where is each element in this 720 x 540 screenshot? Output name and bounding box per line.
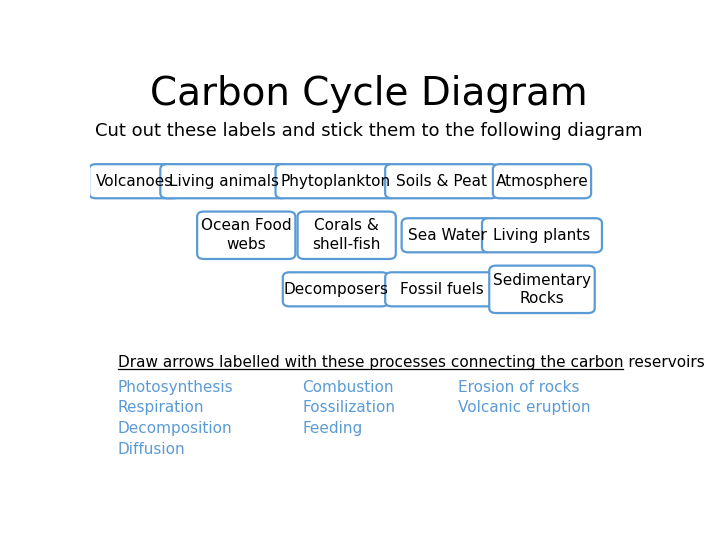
Text: Atmosphere: Atmosphere xyxy=(495,174,588,188)
FancyBboxPatch shape xyxy=(482,218,602,252)
Text: Ocean Food
webs: Ocean Food webs xyxy=(201,219,292,252)
FancyBboxPatch shape xyxy=(493,164,591,198)
Text: Fossilization: Fossilization xyxy=(302,400,395,415)
FancyBboxPatch shape xyxy=(297,212,396,259)
Text: Fossil fuels: Fossil fuels xyxy=(400,282,483,297)
Text: Soils & Peat: Soils & Peat xyxy=(396,174,487,188)
Text: Cut out these labels and stick them to the following diagram: Cut out these labels and stick them to t… xyxy=(95,123,643,140)
FancyBboxPatch shape xyxy=(161,164,287,198)
FancyBboxPatch shape xyxy=(197,212,295,259)
Text: Feeding: Feeding xyxy=(302,421,362,436)
Text: Living plants: Living plants xyxy=(493,228,590,243)
FancyBboxPatch shape xyxy=(283,272,388,306)
FancyBboxPatch shape xyxy=(385,272,498,306)
Text: Erosion of rocks: Erosion of rocks xyxy=(459,380,580,395)
FancyBboxPatch shape xyxy=(402,218,492,252)
Text: Decomposers: Decomposers xyxy=(283,282,388,297)
Text: Volcanic eruption: Volcanic eruption xyxy=(459,400,591,415)
Text: Living animals: Living animals xyxy=(169,174,279,188)
Text: Volcanoes: Volcanoes xyxy=(96,174,174,188)
Text: Carbon Cycle Diagram: Carbon Cycle Diagram xyxy=(150,75,588,113)
Text: Sedimentary
Rocks: Sedimentary Rocks xyxy=(493,273,591,306)
Text: Phytoplankton: Phytoplankton xyxy=(281,174,390,188)
Text: Corals &
shell-fish: Corals & shell-fish xyxy=(312,219,381,252)
Text: Combustion: Combustion xyxy=(302,380,394,395)
Text: Diffusion: Diffusion xyxy=(118,442,186,457)
FancyBboxPatch shape xyxy=(89,164,180,198)
FancyBboxPatch shape xyxy=(490,266,595,313)
Text: Sea Water: Sea Water xyxy=(408,228,487,243)
FancyBboxPatch shape xyxy=(276,164,395,198)
Text: Respiration: Respiration xyxy=(118,400,204,415)
Text: Photosynthesis: Photosynthesis xyxy=(118,380,233,395)
FancyBboxPatch shape xyxy=(385,164,498,198)
Text: Draw arrows labelled with these processes connecting the carbon reservoirs: Draw arrows labelled with these processe… xyxy=(118,355,705,369)
Text: Decomposition: Decomposition xyxy=(118,421,233,436)
